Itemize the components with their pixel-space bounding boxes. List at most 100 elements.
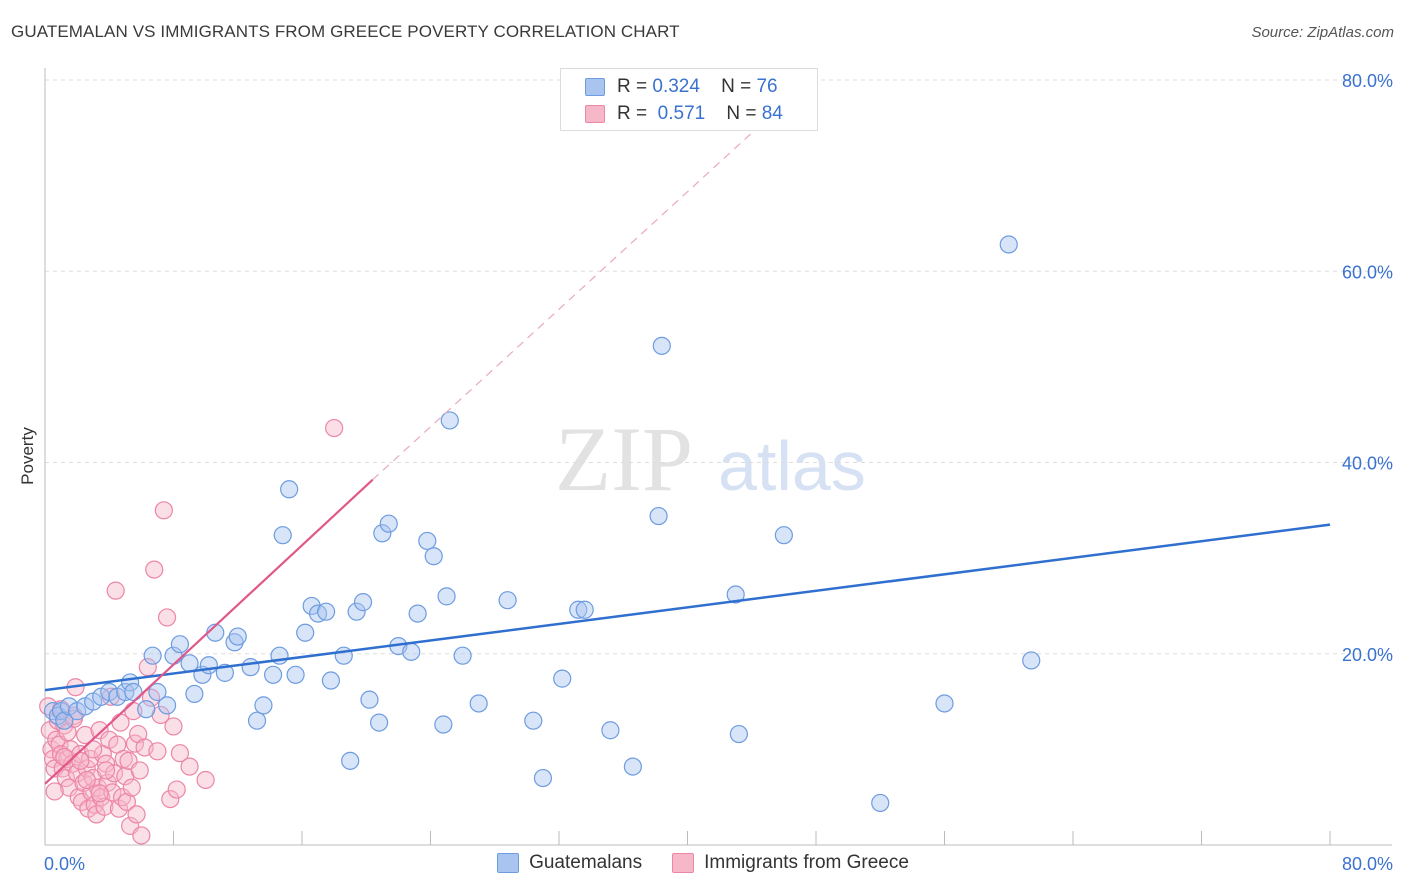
guatemalan-point	[347, 602, 366, 621]
legend-swatch-pink	[585, 105, 605, 123]
greece-point	[170, 744, 190, 763]
guatemalan-point	[225, 633, 244, 652]
guatemalan-point	[280, 480, 299, 499]
y-tick-label: 20.0%	[1342, 645, 1393, 665]
guatemalan-point	[935, 694, 954, 713]
greece-point	[77, 770, 96, 790]
guatemalan-point	[408, 604, 427, 623]
greece-point	[122, 778, 141, 797]
greece-point	[103, 783, 122, 802]
guatemalan-point	[402, 642, 421, 661]
guatemalan-point	[148, 682, 167, 702]
watermark-atlas: atlas	[718, 427, 866, 505]
guatemalan-point	[137, 700, 156, 719]
greece-point	[164, 717, 183, 736]
legend-n-label: N =	[721, 76, 752, 97]
guatemalan-point	[424, 547, 443, 566]
greece-point	[59, 778, 79, 797]
legend-n-label: N =	[726, 103, 757, 124]
guatemalan-point	[228, 627, 247, 646]
guatemalan-point	[316, 602, 336, 621]
guatemalan-point	[157, 696, 177, 715]
guatemalan-point	[286, 665, 305, 684]
greece-point	[130, 761, 149, 780]
legend-r-label: R =	[617, 103, 648, 124]
guatemalan-point	[321, 671, 341, 690]
guatemalan-point	[170, 635, 190, 654]
greece-point	[167, 780, 186, 799]
guatemalan-point	[533, 768, 553, 788]
guatemalan-point	[999, 235, 1018, 254]
series-legend-guatemalans[interactable]: Guatemalans	[497, 852, 642, 874]
guatemalan-point	[241, 658, 260, 677]
series-legend-greece[interactable]: Immigrants from Greece	[672, 852, 909, 874]
guatemalan-point	[418, 531, 437, 551]
greece-point	[84, 740, 103, 759]
guatemalan-point	[360, 690, 379, 709]
legend-swatch-blue	[585, 78, 605, 96]
greece-point	[196, 770, 215, 790]
guatemalan-point	[434, 715, 453, 734]
guatemalan-point	[871, 793, 890, 813]
greece-point	[132, 826, 151, 845]
series-name: Immigrants from Greece	[704, 852, 909, 873]
guatemalan-point	[623, 757, 642, 776]
legend-n-value: 84	[761, 103, 783, 124]
guatemalan-point	[254, 696, 273, 715]
guatemalan-point	[124, 682, 143, 702]
guatemalan-point	[498, 591, 517, 610]
guatemalan-point	[185, 684, 204, 704]
series-swatch-pink	[672, 853, 695, 873]
greece-point	[148, 742, 167, 761]
guatemalan-point	[440, 411, 459, 430]
y-tick-label: 60.0%	[1342, 262, 1393, 282]
guatemalan-point	[1022, 651, 1041, 670]
legend-row-guatemalans: R = 0.324 N = 76	[585, 74, 778, 100]
guatemalan-trend-line	[44, 523, 1331, 692]
correlation-legend: R = 0.324 N = 76 R = 0.571 N = 84	[560, 68, 818, 131]
source-label: Source: ZipAtlas.com	[1251, 24, 1394, 41]
y-tick-label: 40.0%	[1342, 454, 1393, 474]
greece-point	[325, 418, 344, 438]
watermark-zip: ZIP	[555, 408, 693, 510]
greece-point	[117, 792, 137, 812]
guatemalan-point	[379, 514, 398, 533]
x-tick-label: 80.0%	[1342, 854, 1393, 874]
series-name: Guatemalans	[529, 852, 643, 873]
guatemalan-point	[273, 526, 292, 545]
guatemalan-point	[524, 711, 543, 730]
greece-point	[157, 608, 177, 627]
greece-point	[90, 784, 109, 803]
guatemalan-point	[553, 669, 572, 688]
greece-trend-extension	[372, 117, 769, 481]
guatemalan-point	[247, 711, 267, 730]
greece-point	[161, 789, 180, 809]
legend-row-greece: R = 0.571 N = 84	[585, 101, 783, 127]
guatemalan-point	[729, 724, 749, 744]
greece-point	[76, 725, 95, 745]
guatemalan-point	[649, 506, 668, 526]
chart-title: GUATEMALAN VS IMMIGRANTS FROM GREECE POV…	[11, 22, 680, 41]
series-swatch-blue	[497, 853, 520, 873]
guatemalan-point	[575, 600, 594, 619]
greece-point	[127, 805, 146, 824]
guatemalan-point	[774, 526, 793, 545]
greece-point	[125, 734, 145, 753]
guatemalan-point	[341, 751, 360, 770]
guatemalan-point	[263, 665, 283, 684]
guatemalan-point	[569, 600, 588, 619]
guatemalan-point	[143, 646, 162, 665]
guatemalan-point	[296, 623, 315, 642]
greece-point	[96, 761, 116, 780]
guatemalan-point	[726, 585, 745, 604]
guatemalan-point	[453, 646, 472, 665]
guatemalan-point	[601, 721, 620, 740]
greece-point	[90, 721, 109, 740]
greece-point	[95, 797, 114, 816]
greece-point	[45, 782, 64, 801]
greece-point	[55, 747, 74, 767]
guatemalan-point	[437, 587, 456, 606]
legend-r-label: R =	[617, 76, 648, 97]
legend-r-value: 0.324	[652, 76, 700, 97]
